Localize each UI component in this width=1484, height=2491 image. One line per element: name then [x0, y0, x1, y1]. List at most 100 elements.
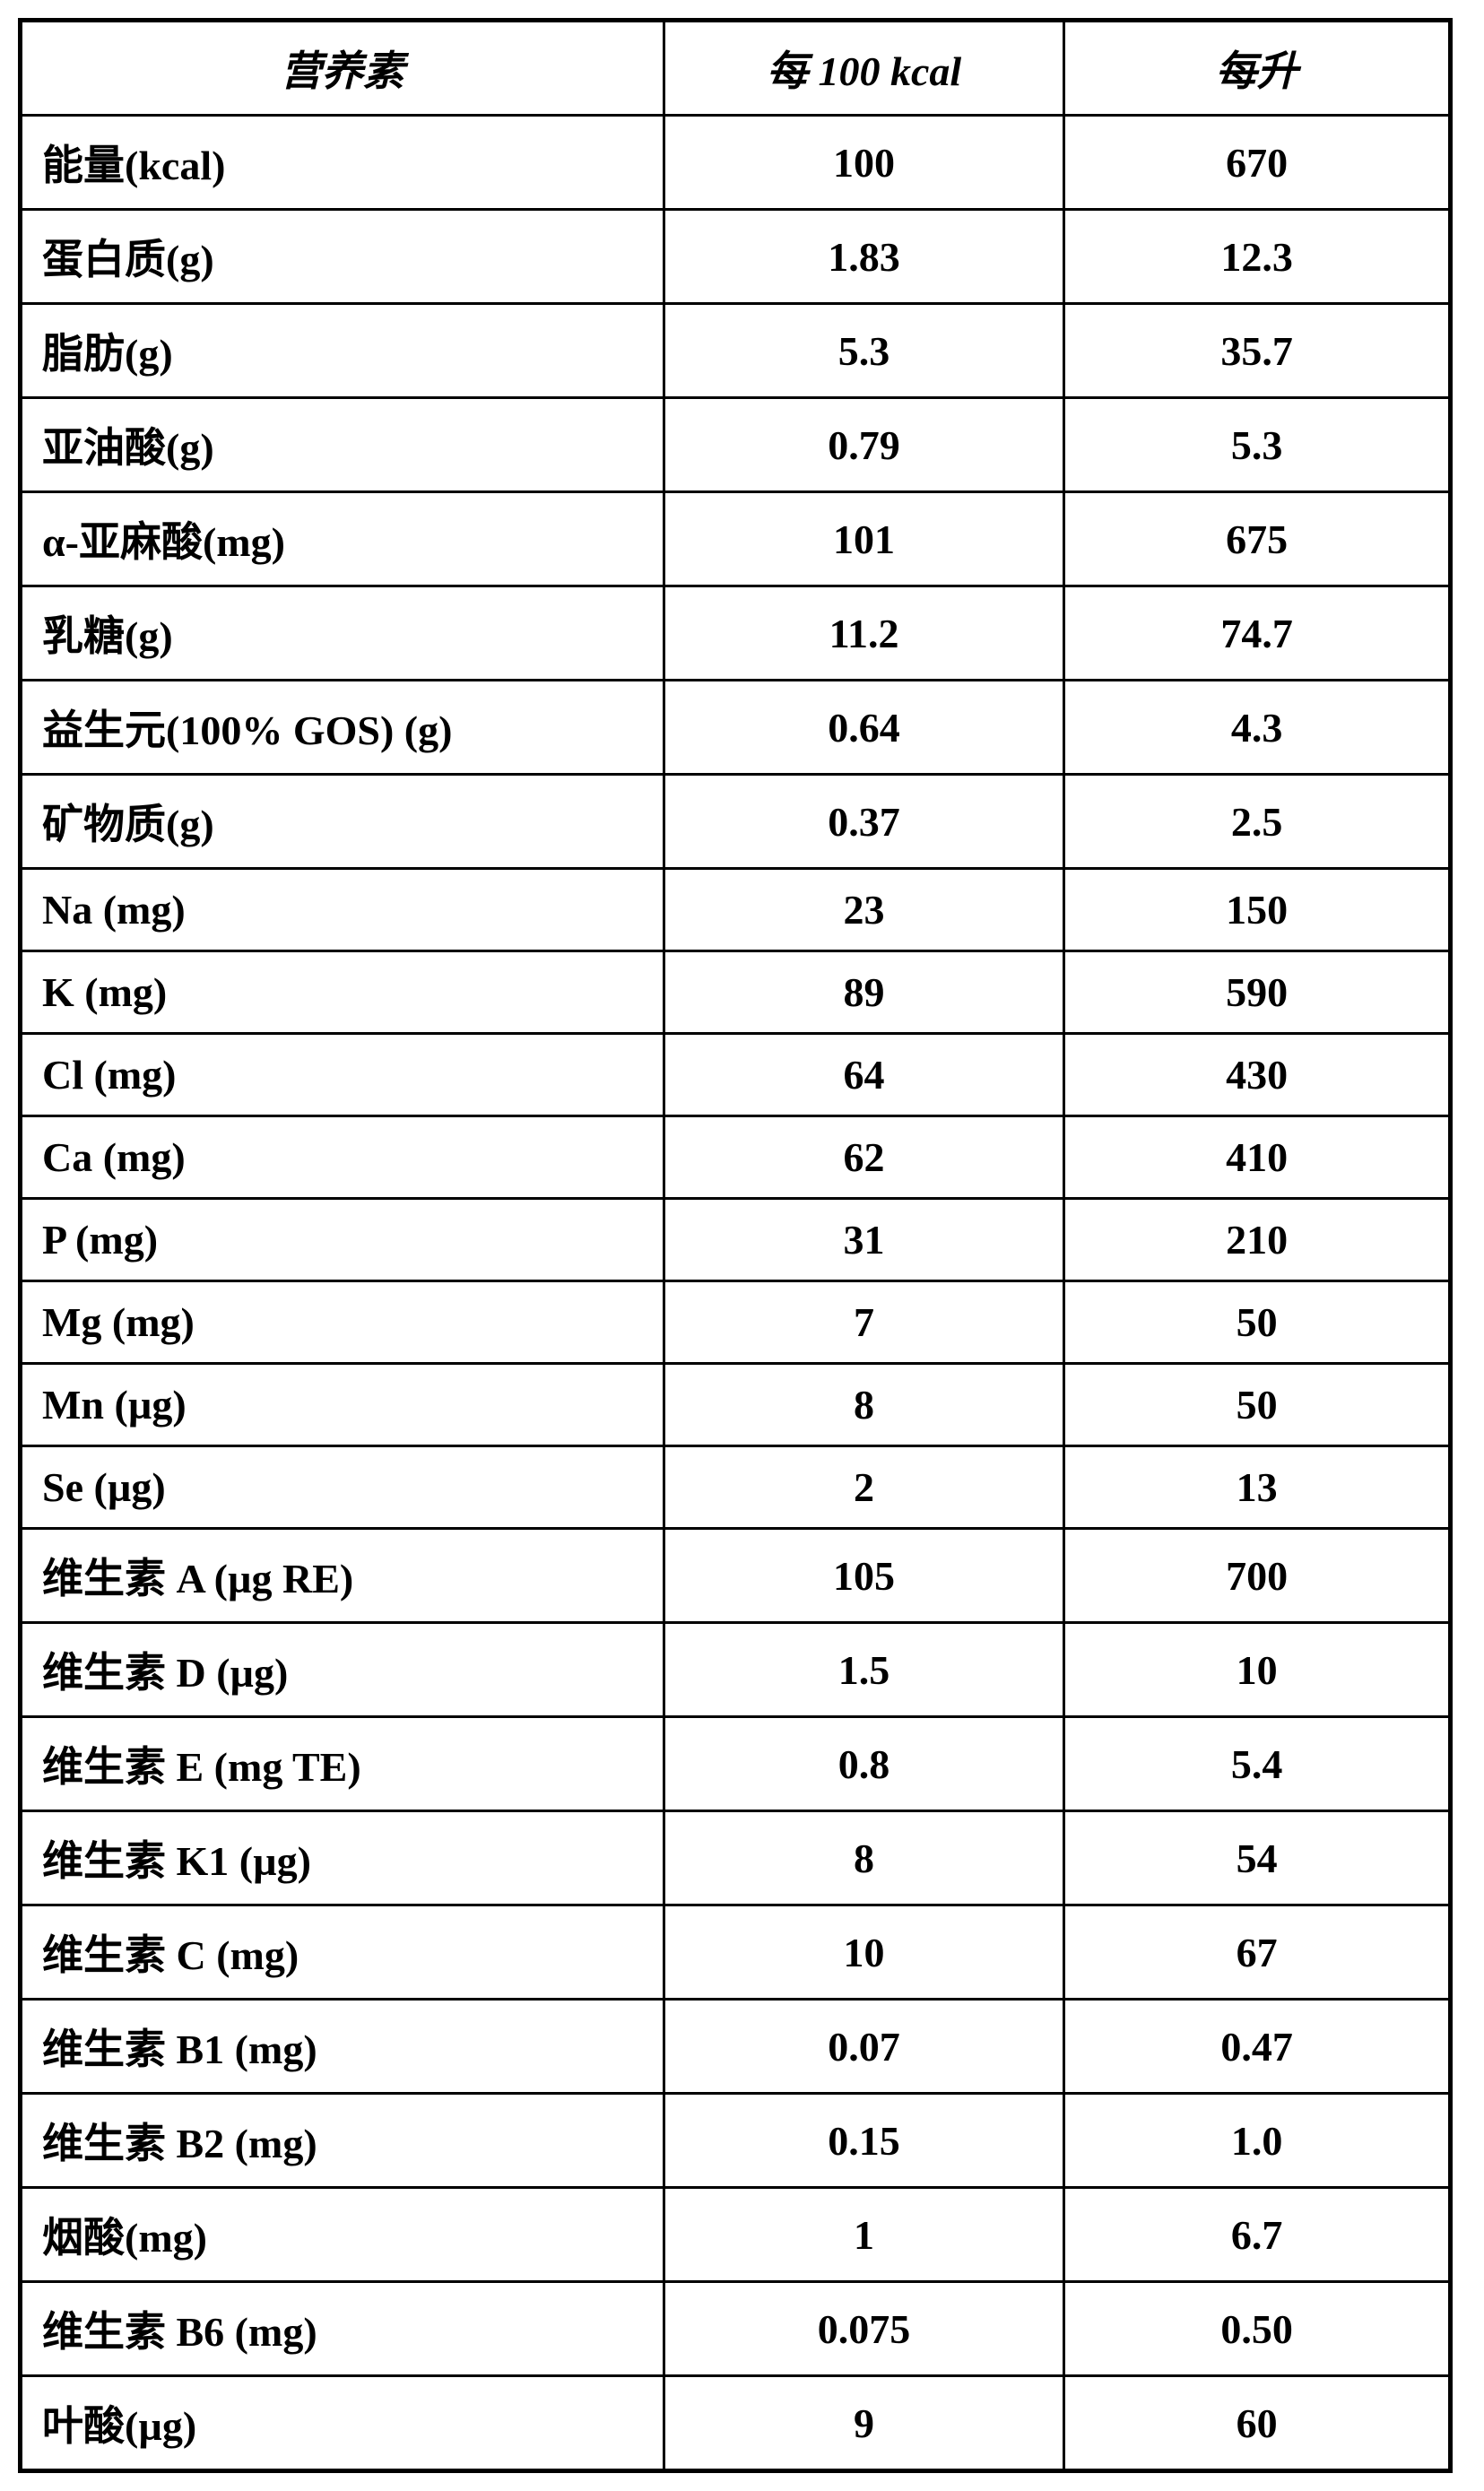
header-row: 营养素 每 100 kcal 每升	[21, 21, 1451, 116]
nutrient-name-cell: 维生素 K1 (µg)	[21, 1811, 664, 1905]
table-row: 叶酸(µg)960	[21, 2376, 1451, 2471]
nutrient-name-cell: 益生元(100% GOS) (g)	[21, 681, 664, 775]
per-100kcal-cell: 1	[664, 2188, 1064, 2282]
nutrient-name-cell: 乳糖(g)	[21, 586, 664, 681]
per-100kcal-cell: 0.075	[664, 2282, 1064, 2376]
per-liter-cell: 5.4	[1064, 1717, 1451, 1811]
per-100kcal-cell: 9	[664, 2376, 1064, 2471]
per-100kcal-cell: 0.64	[664, 681, 1064, 775]
per-100kcal-cell: 5.3	[664, 304, 1064, 398]
per-100kcal-cell: 0.79	[664, 398, 1064, 492]
per-100kcal-cell: 100	[664, 116, 1064, 210]
per-100kcal-cell: 8	[664, 1364, 1064, 1446]
table-row: 能量(kcal)100670	[21, 116, 1451, 210]
nutrient-name-cell: 蛋白质(g)	[21, 210, 664, 304]
nutrient-name-cell: Ca (mg)	[21, 1116, 664, 1199]
table-row: 维生素 C (mg)1067	[21, 1905, 1451, 2000]
nutrient-name-cell: 维生素 B2 (mg)	[21, 2094, 664, 2188]
nutrient-name-cell: 维生素 D (µg)	[21, 1623, 664, 1717]
table-row: Cl (mg)64430	[21, 1034, 1451, 1116]
per-100kcal-cell: 31	[664, 1199, 1064, 1281]
nutrient-name-cell: 能量(kcal)	[21, 116, 664, 210]
table-row: 维生素 B1 (mg)0.070.47	[21, 2000, 1451, 2094]
column-header-nutrient: 营养素	[21, 21, 664, 116]
nutrient-name-cell: 维生素 E (mg TE)	[21, 1717, 664, 1811]
per-100kcal-cell: 8	[664, 1811, 1064, 1905]
table-row: Ca (mg)62410	[21, 1116, 1451, 1199]
per-100kcal-cell: 101	[664, 492, 1064, 586]
column-header-per-100kcal: 每 100 kcal	[664, 21, 1064, 116]
per-100kcal-cell: 11.2	[664, 586, 1064, 681]
per-liter-cell: 2.5	[1064, 775, 1451, 869]
table-row: K (mg)89590	[21, 951, 1451, 1034]
per-liter-cell: 6.7	[1064, 2188, 1451, 2282]
table-header: 营养素 每 100 kcal 每升	[21, 21, 1451, 116]
per-liter-cell: 10	[1064, 1623, 1451, 1717]
table-row: 矿物质(g)0.372.5	[21, 775, 1451, 869]
nutrient-name-cell: Cl (mg)	[21, 1034, 664, 1116]
table-row: 乳糖(g)11.274.7	[21, 586, 1451, 681]
table-row: 维生素 B6 (mg)0.0750.50	[21, 2282, 1451, 2376]
nutrient-name-cell: 矿物质(g)	[21, 775, 664, 869]
per-liter-cell: 13	[1064, 1446, 1451, 1529]
nutrient-name-cell: 维生素 A (µg RE)	[21, 1529, 664, 1623]
table-row: 维生素 B2 (mg)0.151.0	[21, 2094, 1451, 2188]
nutrient-name-cell: 维生素 B1 (mg)	[21, 2000, 664, 2094]
nutrient-name-cell: 维生素 B6 (mg)	[21, 2282, 664, 2376]
nutrient-name-cell: 叶酸(µg)	[21, 2376, 664, 2471]
per-liter-cell: 150	[1064, 869, 1451, 951]
table-row: α-亚麻酸(mg)101675	[21, 492, 1451, 586]
per-liter-cell: 12.3	[1064, 210, 1451, 304]
table-row: 益生元(100% GOS) (g)0.644.3	[21, 681, 1451, 775]
per-100kcal-cell: 10	[664, 1905, 1064, 2000]
per-100kcal-cell: 1.83	[664, 210, 1064, 304]
nutrient-name-cell: Mg (mg)	[21, 1281, 664, 1364]
per-100kcal-cell: 105	[664, 1529, 1064, 1623]
per-100kcal-cell: 62	[664, 1116, 1064, 1199]
nutrient-name-cell: K (mg)	[21, 951, 664, 1034]
per-liter-cell: 675	[1064, 492, 1451, 586]
per-liter-cell: 60	[1064, 2376, 1451, 2471]
nutrient-name-cell: 烟酸(mg)	[21, 2188, 664, 2282]
per-liter-cell: 0.50	[1064, 2282, 1451, 2376]
per-100kcal-cell: 0.07	[664, 2000, 1064, 2094]
table-row: Mn (µg)850	[21, 1364, 1451, 1446]
nutrient-name-cell: 脂肪(g)	[21, 304, 664, 398]
per-100kcal-cell: 2	[664, 1446, 1064, 1529]
per-100kcal-cell: 0.37	[664, 775, 1064, 869]
per-100kcal-cell: 0.8	[664, 1717, 1064, 1811]
per-liter-cell: 50	[1064, 1364, 1451, 1446]
per-liter-cell: 410	[1064, 1116, 1451, 1199]
per-liter-cell: 35.7	[1064, 304, 1451, 398]
per-liter-cell: 54	[1064, 1811, 1451, 1905]
nutrient-name-cell: Mn (µg)	[21, 1364, 664, 1446]
table-body: 能量(kcal)100670蛋白质(g)1.8312.3脂肪(g)5.335.7…	[21, 116, 1451, 2471]
per-liter-cell: 4.3	[1064, 681, 1451, 775]
nutrient-name-cell: P (mg)	[21, 1199, 664, 1281]
per-liter-cell: 67	[1064, 1905, 1451, 2000]
nutrient-name-cell: 亚油酸(g)	[21, 398, 664, 492]
per-liter-cell: 590	[1064, 951, 1451, 1034]
per-100kcal-cell: 1.5	[664, 1623, 1064, 1717]
table-row: Mg (mg)750	[21, 1281, 1451, 1364]
per-liter-cell: 430	[1064, 1034, 1451, 1116]
per-100kcal-cell: 7	[664, 1281, 1064, 1364]
table-row: 维生素 E (mg TE)0.85.4	[21, 1717, 1451, 1811]
table-row: 维生素 D (µg)1.510	[21, 1623, 1451, 1717]
nutrient-name-cell: 维生素 C (mg)	[21, 1905, 664, 2000]
column-header-per-liter: 每升	[1064, 21, 1451, 116]
table-row: Na (mg)23150	[21, 869, 1451, 951]
per-liter-cell: 74.7	[1064, 586, 1451, 681]
per-liter-cell: 0.47	[1064, 2000, 1451, 2094]
per-100kcal-cell: 23	[664, 869, 1064, 951]
table-row: 脂肪(g)5.335.7	[21, 304, 1451, 398]
table-row: P (mg)31210	[21, 1199, 1451, 1281]
table-row: 维生素 A (µg RE)105700	[21, 1529, 1451, 1623]
per-100kcal-cell: 64	[664, 1034, 1064, 1116]
nutrient-name-cell: α-亚麻酸(mg)	[21, 492, 664, 586]
per-liter-cell: 700	[1064, 1529, 1451, 1623]
table-row: Se (µg)213	[21, 1446, 1451, 1529]
per-liter-cell: 670	[1064, 116, 1451, 210]
per-liter-cell: 210	[1064, 1199, 1451, 1281]
table-row: 烟酸(mg)16.7	[21, 2188, 1451, 2282]
